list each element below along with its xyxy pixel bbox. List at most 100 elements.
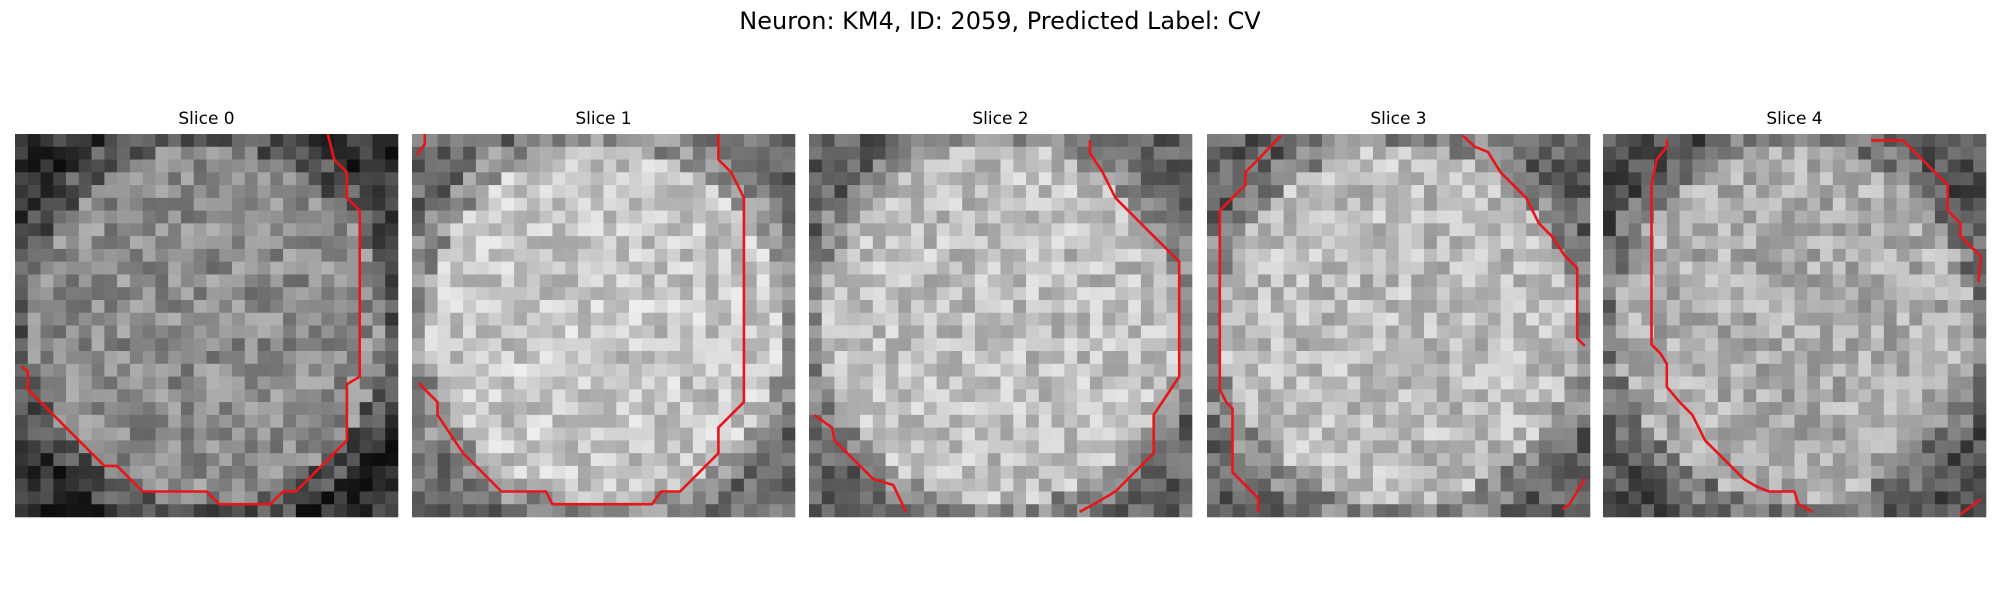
image-pixel	[1679, 414, 1693, 428]
image-pixel	[514, 172, 528, 186]
image-pixel	[1449, 338, 1463, 352]
image-pixel	[1064, 134, 1078, 148]
image-pixel	[705, 146, 719, 160]
image-pixel	[1513, 325, 1527, 339]
image-pixel	[590, 210, 604, 224]
image-pixel	[1207, 325, 1221, 339]
image-pixel	[1270, 185, 1284, 199]
image-pixel	[539, 478, 553, 492]
image-pixel	[1603, 261, 1617, 275]
image-pixel	[821, 146, 835, 160]
image-pixel	[756, 504, 770, 518]
image-pixel	[1551, 491, 1565, 505]
image-pixel	[1922, 427, 1936, 441]
image-pixel	[78, 402, 92, 416]
image-pixel	[91, 159, 105, 173]
image-pixel	[219, 236, 233, 250]
image-pixel	[1309, 159, 1323, 173]
image-pixel	[308, 504, 322, 518]
image-pixel	[911, 159, 925, 173]
image-pixel	[1500, 453, 1514, 467]
image-pixel	[40, 427, 54, 441]
image-pixel	[1564, 223, 1578, 237]
image-pixel	[295, 402, 309, 416]
image-pixel	[27, 376, 41, 390]
image-pixel	[1245, 376, 1259, 390]
image-pixel	[1934, 223, 1948, 237]
image-pixel	[1756, 159, 1770, 173]
image-pixel	[847, 146, 861, 160]
image-pixel	[1871, 351, 1885, 365]
image-pixel	[27, 274, 41, 288]
image-pixel	[385, 312, 399, 326]
image-pixel	[1347, 236, 1361, 250]
image-pixel	[1207, 223, 1221, 237]
image-pixel	[1947, 159, 1961, 173]
image-pixel	[295, 465, 309, 479]
image-pixel	[526, 491, 540, 505]
image-pixel	[1628, 261, 1642, 275]
image-pixel	[1577, 427, 1591, 441]
image-pixel	[1756, 427, 1770, 441]
image-pixel	[834, 210, 848, 224]
image-pixel	[1832, 159, 1846, 173]
image-pixel	[1026, 504, 1040, 518]
image-pixel	[463, 274, 477, 288]
image-pixel	[514, 312, 528, 326]
image-pixel	[590, 236, 604, 250]
image-pixel	[1615, 248, 1629, 262]
image-pixel	[1475, 134, 1489, 148]
image-pixel	[283, 159, 297, 173]
image-pixel	[1717, 440, 1731, 454]
image-pixel	[437, 312, 451, 326]
image-pixel	[475, 478, 489, 492]
image-pixel	[450, 159, 464, 173]
image-pixel	[885, 146, 899, 160]
image-pixel	[860, 440, 874, 454]
image-pixel	[1934, 389, 1948, 403]
image-pixel	[872, 172, 886, 186]
image-pixel	[756, 389, 770, 403]
image-pixel	[1896, 402, 1910, 416]
image-pixel	[488, 210, 502, 224]
image-pixel	[1538, 134, 1552, 148]
image-pixel	[437, 453, 451, 467]
image-pixel	[603, 363, 617, 377]
image-pixel	[1000, 478, 1014, 492]
image-pixel	[962, 325, 976, 339]
image-pixel	[463, 325, 477, 339]
image-pixel	[1140, 185, 1154, 199]
image-pixel	[1283, 402, 1297, 416]
image-pixel	[1258, 338, 1272, 352]
image-pixel	[206, 261, 220, 275]
image-pixel	[437, 223, 451, 237]
image-pixel	[667, 134, 681, 148]
image-pixel	[1360, 389, 1374, 403]
image-pixel	[1717, 363, 1731, 377]
image-pixel	[1679, 351, 1693, 365]
image-pixel	[1258, 402, 1272, 416]
image-pixel	[78, 287, 92, 301]
image-pixel	[488, 197, 502, 211]
image-pixel	[1858, 146, 1872, 160]
image-pixel	[1013, 427, 1027, 441]
image-pixel	[1871, 453, 1885, 467]
image-pixel	[129, 338, 143, 352]
image-pixel	[1038, 478, 1052, 492]
image-pixel	[514, 440, 528, 454]
image-pixel	[603, 248, 617, 262]
image-pixel	[782, 325, 796, 339]
image-pixel	[283, 389, 297, 403]
image-pixel	[206, 223, 220, 237]
image-pixel	[450, 491, 464, 505]
image-pixel	[1360, 427, 1374, 441]
image-pixel	[526, 338, 540, 352]
image-pixel	[552, 504, 566, 518]
image-pixel	[1321, 274, 1335, 288]
image-pixel	[1462, 197, 1476, 211]
image-pixel	[1207, 312, 1221, 326]
image-pixel	[168, 274, 182, 288]
image-pixel	[1896, 478, 1910, 492]
image-pixel	[232, 236, 246, 250]
image-pixel	[616, 146, 630, 160]
